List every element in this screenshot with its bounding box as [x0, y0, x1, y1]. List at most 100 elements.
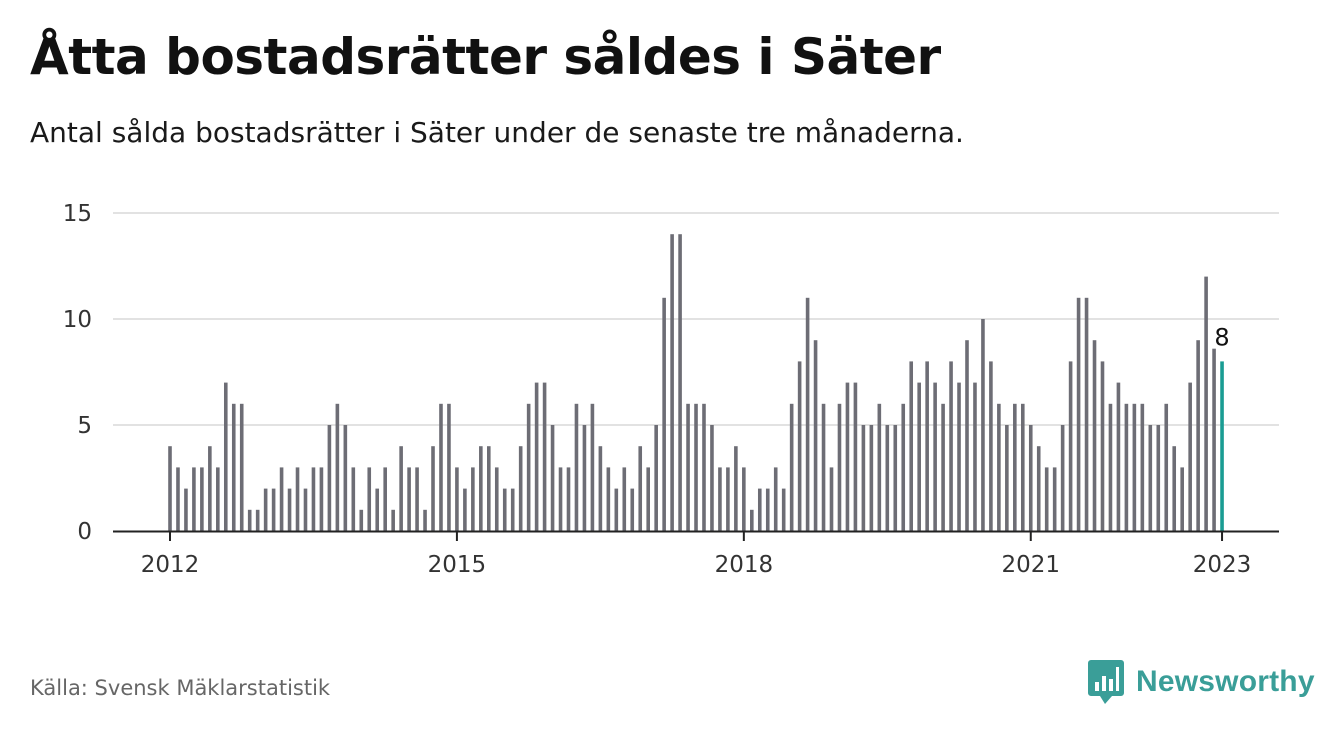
bar — [750, 509, 754, 531]
bar — [885, 425, 890, 531]
bar — [1148, 425, 1153, 531]
bar — [805, 297, 810, 531]
bar — [471, 467, 475, 531]
bar — [821, 403, 826, 531]
bar — [216, 467, 220, 531]
bar — [925, 361, 929, 531]
bar — [837, 403, 842, 531]
bar — [383, 467, 387, 531]
bar — [574, 403, 579, 531]
bar — [622, 467, 627, 531]
bar — [957, 382, 961, 531]
bar — [757, 488, 762, 531]
bar — [989, 361, 993, 531]
bar — [773, 467, 778, 531]
bar — [1052, 467, 1057, 531]
bar — [1188, 382, 1192, 531]
bar — [638, 446, 643, 531]
bar — [566, 467, 571, 531]
bar — [598, 446, 603, 531]
bar — [654, 425, 658, 531]
bar — [463, 488, 467, 531]
bar — [702, 403, 706, 531]
bar — [1156, 425, 1161, 531]
bars — [168, 234, 1224, 531]
bar — [399, 446, 403, 531]
bar — [200, 467, 204, 531]
bar — [239, 403, 244, 531]
bar — [869, 425, 874, 531]
bar — [423, 509, 427, 531]
bar — [231, 403, 236, 531]
bar — [909, 361, 914, 531]
bar — [781, 488, 786, 531]
bar — [367, 467, 372, 531]
bar — [295, 467, 300, 531]
bar — [287, 488, 292, 531]
bar — [853, 382, 858, 531]
bar — [949, 361, 953, 531]
bar — [1108, 403, 1113, 531]
bar — [726, 467, 730, 531]
bar — [1005, 425, 1009, 531]
bar — [192, 467, 196, 531]
bar — [789, 403, 794, 531]
bar — [941, 403, 945, 531]
bar — [1172, 446, 1177, 531]
bar — [1164, 403, 1169, 531]
bar — [1084, 297, 1089, 531]
newsworthy-logo: Newsworthy — [1088, 660, 1315, 704]
y-tick-label: 10 — [63, 307, 92, 333]
bar — [829, 467, 834, 531]
chart-title: Åtta bostadsrätter såldes i Säter — [30, 28, 941, 86]
bar — [734, 446, 738, 531]
bar-highlight — [1220, 361, 1224, 531]
bar — [1060, 425, 1065, 531]
bar — [1028, 425, 1033, 531]
bar — [1100, 361, 1105, 531]
bar — [223, 382, 228, 531]
bar — [303, 488, 308, 531]
bar — [845, 382, 850, 531]
bar — [590, 403, 595, 531]
bar — [1036, 446, 1041, 531]
bar — [391, 509, 395, 531]
y-tick-label: 15 — [63, 201, 92, 227]
bar — [550, 425, 555, 531]
bar — [710, 425, 714, 531]
bar — [479, 446, 483, 531]
bar — [176, 467, 180, 531]
source-note: Källa: Svensk Mäklarstatistik — [30, 676, 331, 700]
bar — [1020, 403, 1025, 531]
chart-subtitle: Antal sålda bostadsrätter i Säter under … — [30, 116, 964, 149]
bar-chart: 0 5 10 15 2012 2015 2018 2021 2023 8 — [63, 201, 1279, 578]
newsworthy-logo-text: Newsworthy — [1136, 665, 1315, 698]
bar — [981, 319, 985, 531]
bar — [510, 488, 515, 531]
bar — [518, 446, 523, 531]
bar — [742, 467, 746, 531]
bar — [534, 382, 539, 531]
bar — [255, 509, 260, 531]
bar — [431, 446, 435, 531]
bar — [694, 403, 698, 531]
bar — [813, 340, 818, 531]
bar — [861, 425, 866, 531]
bar — [407, 467, 411, 531]
x-tick-label: 2021 — [1001, 552, 1060, 578]
bar — [558, 467, 563, 531]
y-tick-label: 5 — [77, 413, 92, 439]
bar — [271, 488, 276, 531]
bar — [335, 403, 340, 531]
bar — [670, 234, 674, 531]
bar — [208, 446, 212, 531]
bar — [686, 403, 690, 531]
bar — [965, 340, 969, 531]
x-axis — [113, 530, 1279, 541]
x-tick-label: 2018 — [715, 552, 774, 578]
labels: 0 5 10 15 2012 2015 2018 2021 2023 8 — [63, 201, 1252, 578]
bar — [327, 425, 332, 531]
bar — [263, 488, 268, 531]
bar — [877, 403, 882, 531]
bar — [359, 509, 364, 531]
